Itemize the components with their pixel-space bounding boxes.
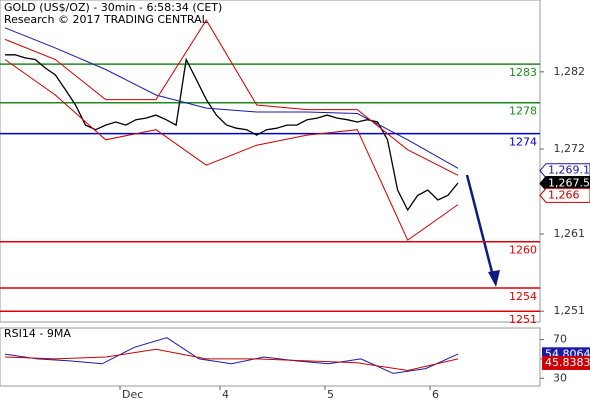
main-panel bbox=[0, 0, 541, 323]
y-tick-label: 1,261 bbox=[554, 227, 586, 240]
price-tag-label: 1,269.19 bbox=[548, 164, 590, 177]
series-line bbox=[4, 19, 459, 176]
series-line bbox=[4, 337, 459, 374]
price-tag bbox=[539, 187, 590, 203]
price-tag bbox=[539, 163, 590, 179]
rsi-tag bbox=[542, 355, 590, 370]
rsi-tick-label: 30 bbox=[553, 371, 567, 384]
chart-title: GOLD (US$/OZ) - 30min - 6:58:34 (CET) bbox=[4, 1, 222, 14]
rsi-tag-label: 45.8383 bbox=[545, 356, 590, 369]
x-tick-label: 6 bbox=[432, 388, 439, 400]
rsi-tick-label: 70 bbox=[553, 333, 567, 346]
y-tick-label: 1,251 bbox=[554, 304, 586, 317]
series-line bbox=[5, 54, 459, 212]
series-line bbox=[4, 348, 459, 372]
level-label: 1283 bbox=[509, 66, 537, 79]
level-label: 1278 bbox=[509, 105, 537, 118]
y-tick-label: 1,272 bbox=[554, 142, 586, 155]
rsi-title: RSI14 - 9MA bbox=[4, 327, 71, 340]
arrow-head bbox=[488, 270, 500, 287]
forecast-arrow bbox=[465, 174, 496, 281]
level-label: 1254 bbox=[509, 290, 537, 303]
level-label: 1274 bbox=[509, 136, 537, 149]
price-tag-label: 1,266 bbox=[548, 188, 580, 201]
chart-subtitle: Research © 2017 TRADING CENTRAL bbox=[4, 13, 209, 26]
y-tick-label: 1,282 bbox=[554, 65, 586, 78]
price-tag-label: 1,267.53 bbox=[548, 177, 590, 190]
series-line bbox=[4, 27, 459, 169]
x-tick-label: Dec bbox=[122, 388, 143, 400]
series-line bbox=[4, 59, 459, 241]
x-tick-label: 5 bbox=[327, 388, 334, 400]
rsi-panel bbox=[0, 327, 541, 387]
x-tick-label: 4 bbox=[222, 388, 229, 400]
level-label: 1251 bbox=[509, 313, 537, 326]
level-label: 1260 bbox=[509, 244, 537, 257]
